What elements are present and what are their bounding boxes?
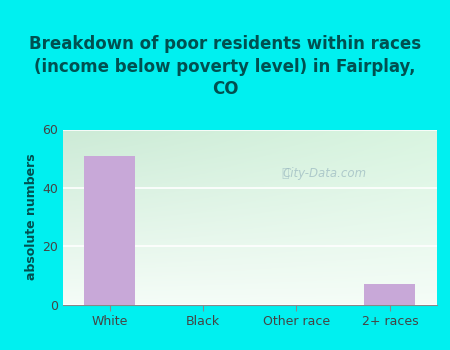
- Text: ⓘ: ⓘ: [282, 167, 289, 180]
- Bar: [364, 284, 415, 304]
- Text: Breakdown of poor residents within races
(income below poverty level) in Fairpla: Breakdown of poor residents within races…: [29, 35, 421, 98]
- Text: City-Data.com: City-Data.com: [283, 167, 366, 180]
- Y-axis label: absolute numbers: absolute numbers: [25, 154, 38, 280]
- Bar: [84, 156, 135, 304]
